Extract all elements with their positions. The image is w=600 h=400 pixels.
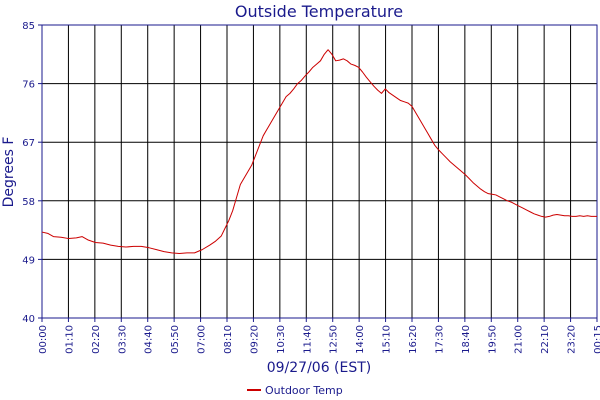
x-tick-label: 23:20 [567,325,578,354]
x-tick-label: 22:10 [540,325,551,354]
x-tick-label: 05:50 [170,325,181,354]
x-tick-label: 00:15 [593,325,600,354]
y-tick-label: 85 [22,21,35,32]
y-tick-label: 76 [22,80,35,91]
x-tick-label: 19:50 [487,325,498,354]
legend-label: Outdoor Temp [265,384,343,397]
y-tick-label: 67 [22,138,35,149]
x-tick-label: 16:20 [408,325,419,354]
series-line-outdoor-temp [41,49,597,255]
y-tick-label: 40 [22,314,35,325]
series-layer [41,49,597,255]
x-tick-label: 02:20 [91,325,102,354]
x-tick-label: 04:40 [144,325,155,354]
x-tick-label: 18:40 [461,325,472,354]
y-axis-ticks: 40 49 58 67 76 85 [22,21,42,325]
x-tick-label: 08:10 [223,325,234,354]
legend: Outdoor Temp [247,384,343,397]
x-tick-label: 12:50 [329,325,340,354]
x-tick-label: 00:00 [38,325,49,354]
x-tick-label: 09:20 [249,325,260,354]
x-tick-label: 07:00 [197,325,208,354]
y-tick-label: 49 [22,255,35,266]
x-tick-label: 03:30 [117,325,128,354]
plot-area [41,24,598,319]
x-tick-label: 10:30 [276,325,287,354]
y-tick-label: 58 [22,197,35,208]
x-tick-label: 11:40 [302,325,313,354]
x-axis-ticks: 00:00 01:10 02:20 03:30 04:40 05:50 07:00 08:10… [38,318,600,354]
x-tick-label: 17:30 [434,325,445,354]
y-axis-title: Degrees F [1,137,17,208]
x-tick-label: 15:10 [382,325,393,354]
x-tick-label: 14:00 [355,325,366,354]
x-tick-label: 21:00 [514,325,525,354]
chart-title: Outside Temperature [235,2,403,21]
x-tick-label: 01:10 [64,325,75,354]
grid-lines [42,24,597,319]
x-axis-title: 09/27/06 (EST) [267,360,372,376]
